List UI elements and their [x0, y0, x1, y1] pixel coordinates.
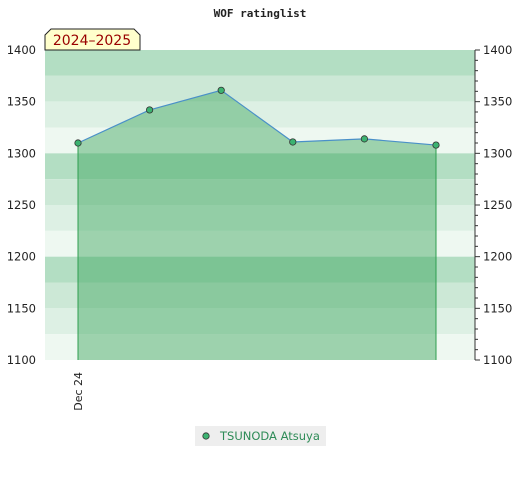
rating-point	[432, 141, 440, 149]
background-band	[45, 179, 475, 205]
background-band	[45, 50, 475, 76]
y-tick-label-left: 1350	[7, 95, 36, 109]
rating-line	[77, 89, 437, 146]
y-tick-label-right: 1250	[483, 198, 512, 212]
season-label-box	[44, 28, 141, 51]
background-band	[45, 334, 475, 360]
y-tick-label-left: 1250	[7, 198, 36, 212]
y-tick-label-left: 1300	[7, 146, 36, 160]
rating-markers	[74, 86, 440, 149]
rating-area	[78, 90, 436, 361]
background-band	[45, 256, 475, 283]
background-band	[45, 205, 475, 231]
background-band	[45, 153, 475, 180]
rating-point	[74, 139, 82, 147]
y-tick-label-right: 1200	[483, 250, 512, 264]
background-band	[45, 282, 475, 309]
background-band	[45, 127, 475, 154]
legend-marker	[202, 432, 210, 440]
season-label-text: 2024–2025	[53, 33, 131, 49]
y-axis-left: 1100 1150 1200 1250 1300 1350 1400	[7, 43, 36, 367]
background-band	[45, 101, 475, 128]
x-tick-label: Dec 24	[72, 372, 85, 411]
y-tick-label-left: 1400	[7, 43, 36, 57]
y-tick-label-left: 1150	[7, 301, 36, 315]
background-band	[45, 75, 475, 102]
rating-point	[217, 86, 225, 94]
background-band	[45, 308, 475, 335]
legend-label: TSUNODA Atsuya	[219, 429, 320, 443]
background-bands	[45, 50, 475, 360]
x-axis: Dec 24	[72, 372, 85, 411]
y-tick-label-right: 1300	[483, 146, 512, 160]
legend: TSUNODA Atsuya	[195, 426, 326, 446]
y-tick-label-right: 1350	[483, 95, 512, 109]
background-band	[45, 230, 475, 257]
rating-point	[360, 135, 368, 143]
y-tick-label-right: 1150	[483, 301, 512, 315]
rating-point	[146, 106, 154, 114]
y-tick-label-right: 1100	[483, 353, 512, 367]
rating-area-layer	[77, 89, 437, 361]
chart-title: WOF ratinglist	[214, 7, 307, 20]
rating-point	[289, 138, 297, 146]
y-axis-right: 1100 1150 1200 1250 1300 1350 1400	[474, 43, 512, 367]
y-tick-label-left: 1200	[7, 250, 36, 264]
y-tick-label-right: 1400	[483, 43, 512, 57]
season-label: 2024–2025	[44, 28, 141, 51]
legend-box	[195, 426, 326, 446]
y-tick-label-left: 1100	[7, 353, 36, 367]
